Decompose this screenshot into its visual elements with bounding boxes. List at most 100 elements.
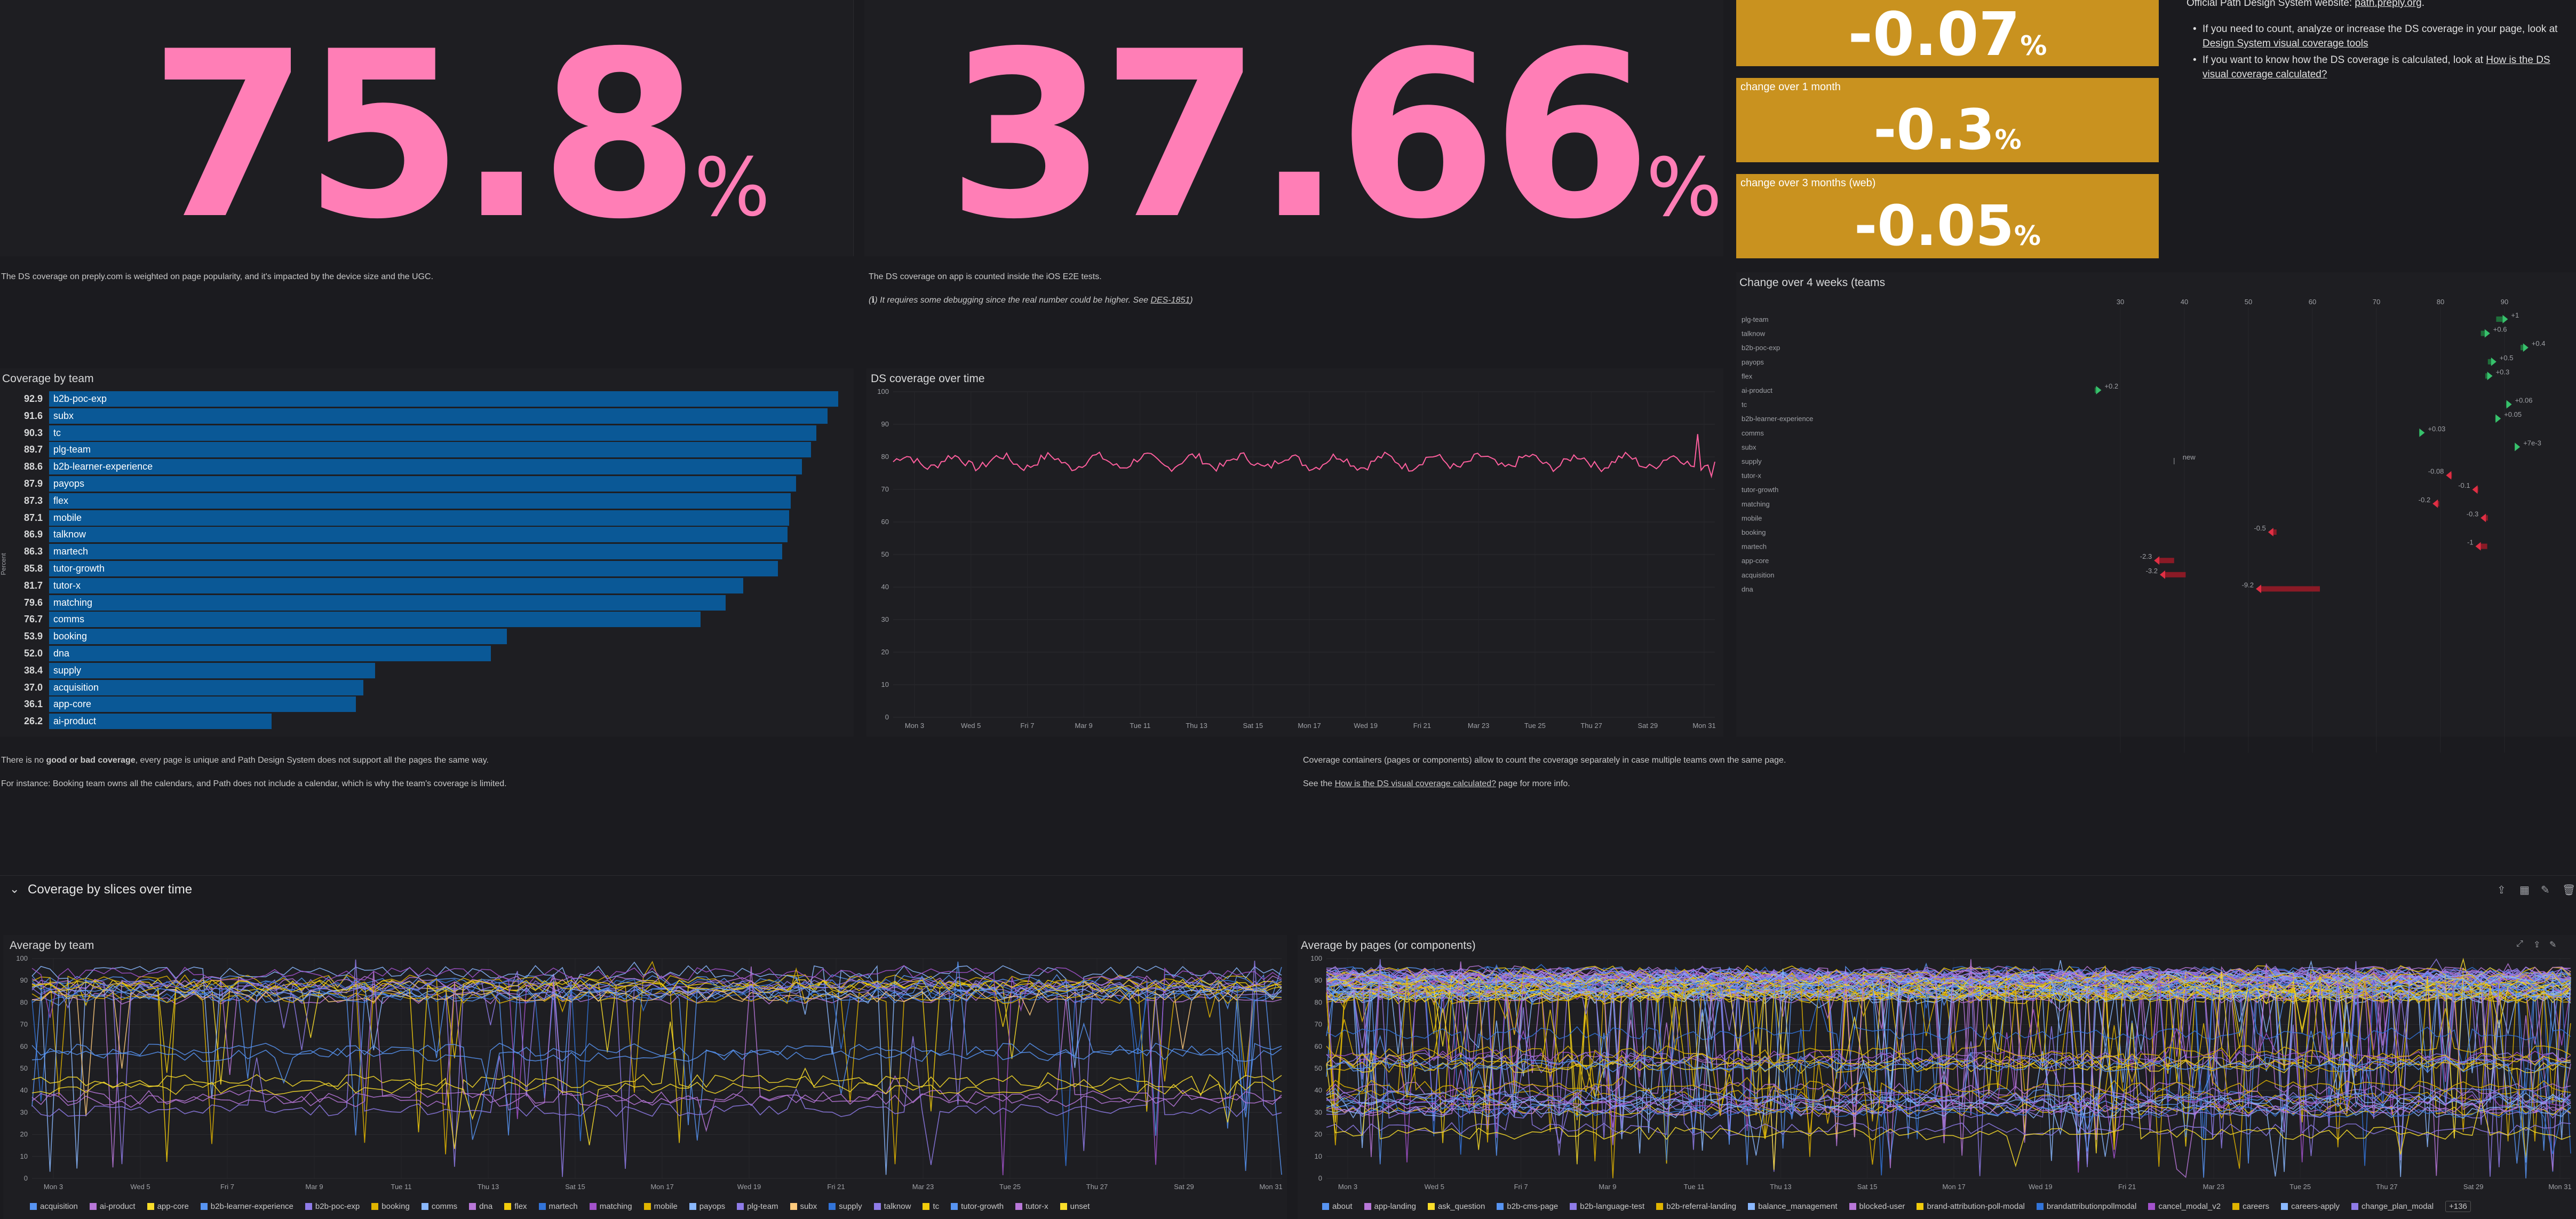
legend-item[interactable]: change_plan_modal bbox=[2351, 1202, 2434, 1211]
legend-item[interactable]: booking bbox=[371, 1202, 410, 1211]
legend-item[interactable]: matching bbox=[589, 1202, 632, 1211]
legend-item[interactable]: tutor-x bbox=[1015, 1202, 1048, 1211]
legend-item[interactable]: tutor-growth bbox=[951, 1202, 1004, 1211]
legend-item[interactable]: cancel_modal_v2 bbox=[2148, 1202, 2221, 1211]
x-tick-label: Sat 15 bbox=[1857, 1183, 1878, 1191]
legend-item[interactable]: unset bbox=[1060, 1202, 1090, 1211]
team-bar-row[interactable]: 53.9 booking bbox=[0, 628, 854, 645]
team-bar-row[interactable]: 79.6 matching bbox=[0, 595, 854, 611]
des-1851-link[interactable]: DES-1851 bbox=[1150, 296, 1190, 305]
legend-label: comms bbox=[431, 1202, 458, 1211]
share-icon-2[interactable]: ⇪ bbox=[2533, 940, 2541, 949]
legend-item[interactable]: talknow bbox=[873, 1202, 911, 1211]
change-value-label: +0.3 bbox=[2496, 368, 2510, 376]
legend-item[interactable]: b2b-learner-experience bbox=[200, 1202, 293, 1211]
section-title: Coverage by slices over time bbox=[28, 882, 193, 897]
change-box-week: -0.07% bbox=[1736, 0, 2159, 66]
expand-icon[interactable]: ⤢ bbox=[2516, 939, 2523, 948]
see-calculated-link[interactable]: How is the DS visual coverage calculated… bbox=[1334, 779, 1496, 788]
legend-swatch bbox=[2351, 1203, 2358, 1210]
legend-swatch bbox=[538, 1203, 546, 1210]
change-team-label: acquisition bbox=[1742, 571, 1774, 579]
legend-item[interactable]: balance_management bbox=[1748, 1202, 1838, 1211]
legend-item[interactable]: ai-product bbox=[89, 1202, 136, 1211]
team-bar-row[interactable]: 87.1 mobile bbox=[0, 510, 854, 526]
section-row[interactable]: ⌄ Coverage by slices over time ⇪ ▦ ✎ 🗑 bbox=[0, 875, 2576, 906]
team-bar-row[interactable]: 85.8 tutor-growth bbox=[0, 560, 854, 576]
series-line bbox=[31, 966, 1282, 1108]
legend-item[interactable]: acquisition bbox=[30, 1202, 78, 1211]
app-coverage-unit: % bbox=[1646, 141, 1722, 234]
grid-icon[interactable]: ▦ bbox=[2519, 884, 2530, 896]
x-tick-label: Thu 13 bbox=[1770, 1183, 1791, 1191]
team-bar-row[interactable]: 86.3 martech bbox=[0, 543, 854, 560]
team-bar-row[interactable]: 81.7 tutor-x bbox=[0, 577, 854, 593]
change-team-label: tutor-x bbox=[1742, 472, 1761, 480]
edit-icon-2[interactable]: ✎ bbox=[2549, 940, 2557, 949]
x-tick-label: 30 bbox=[2117, 298, 2124, 306]
legend-swatch bbox=[923, 1203, 930, 1210]
team-bar-row[interactable]: 87.9 payops bbox=[0, 476, 854, 492]
share-icon[interactable]: ⇪ bbox=[2497, 884, 2506, 896]
legend-item[interactable]: comms bbox=[421, 1202, 458, 1211]
legend-swatch bbox=[737, 1203, 744, 1210]
team-bar-label: tutor-growth bbox=[53, 563, 105, 574]
y-tick-label: 40 bbox=[20, 1086, 28, 1094]
trash-icon[interactable]: 🗑 bbox=[2562, 884, 2576, 896]
team-bar-row[interactable]: 52.0 dna bbox=[0, 645, 854, 661]
series-line bbox=[1326, 979, 2571, 1145]
series-line bbox=[1326, 971, 2571, 1177]
series-line bbox=[1326, 1028, 2571, 1154]
legend-item[interactable]: payops bbox=[689, 1202, 725, 1211]
series-line bbox=[31, 1067, 1282, 1145]
team-bar-value: 38.4 bbox=[23, 664, 43, 676]
team-bar-row[interactable]: 26.2 ai-product bbox=[0, 713, 854, 730]
legend-item[interactable]: b2b-language-test bbox=[1570, 1202, 1644, 1211]
legend-item[interactable]: dna bbox=[469, 1202, 492, 1211]
legend-item[interactable]: supply bbox=[829, 1202, 862, 1211]
team-bar-row[interactable]: 87.3 flex bbox=[0, 493, 854, 509]
avg-team-legend: acquisition ai-product app-core b2b-learner… bbox=[30, 1202, 1101, 1211]
edit-icon[interactable]: ✎ bbox=[2541, 884, 2550, 896]
legend-item[interactable]: ask_question bbox=[1427, 1202, 1485, 1211]
legend-item[interactable]: app-core bbox=[147, 1202, 189, 1211]
legend-item[interactable]: b2b-referral-landing bbox=[1656, 1202, 1736, 1211]
legend-item[interactable]: plg-team bbox=[737, 1202, 778, 1211]
team-bar-row[interactable]: 76.7 comms bbox=[0, 611, 854, 628]
team-bar-row[interactable]: 86.9 talknow bbox=[0, 526, 854, 543]
legend-item[interactable]: mobile bbox=[643, 1202, 678, 1211]
path-site-link[interactable]: path.preply.org bbox=[2355, 0, 2422, 9]
legend-item[interactable]: blocked-user bbox=[1849, 1202, 1905, 1211]
legend-item[interactable]: martech bbox=[538, 1202, 578, 1211]
team-bar-row[interactable]: 36.1 app-core bbox=[0, 696, 854, 713]
legend-item[interactable]: app-landing bbox=[1364, 1202, 1416, 1211]
chevron-down-icon[interactable]: ⌄ bbox=[10, 882, 20, 896]
team-bar-row[interactable]: 37.0 acquisition bbox=[0, 679, 854, 695]
legend-more-badge[interactable]: +136 bbox=[2445, 1201, 2471, 1212]
y-tick-label: 30 bbox=[881, 615, 889, 623]
x-tick-label: Fri 21 bbox=[827, 1183, 845, 1191]
team-bar-row[interactable]: 88.6 b2b-learner-experience bbox=[0, 458, 854, 475]
team-bar-row[interactable]: 91.6 subx bbox=[0, 408, 854, 424]
coverage-tools-link[interactable]: Design System visual coverage tools bbox=[2203, 38, 2368, 49]
legend-item[interactable]: brand-attribution-poll-modal bbox=[1917, 1202, 2025, 1211]
legend-item[interactable]: brandattributionpollmodal bbox=[2036, 1202, 2136, 1211]
legend-item[interactable]: careers bbox=[2232, 1202, 2269, 1211]
change-bar bbox=[2480, 330, 2485, 336]
team-bar-row[interactable]: 38.4 supply bbox=[0, 662, 854, 678]
legend-item[interactable]: subx bbox=[790, 1202, 817, 1211]
how-calculated-link[interactable]: How is the DS visual coverage calculated… bbox=[2203, 54, 2550, 80]
legend-item[interactable]: careers-apply bbox=[2281, 1202, 2340, 1211]
legend-item[interactable]: b2b-poc-exp bbox=[305, 1202, 360, 1211]
legend-swatch bbox=[790, 1203, 797, 1210]
team-bar bbox=[49, 714, 272, 730]
legend-item[interactable]: about bbox=[1322, 1202, 1353, 1211]
legend-swatch bbox=[1656, 1203, 1664, 1210]
legend-item[interactable]: b2b-cms-page bbox=[1497, 1202, 1558, 1211]
team-bar-label: subx bbox=[53, 410, 74, 421]
team-bar-row[interactable]: 92.9 b2b-poc-exp bbox=[0, 391, 854, 407]
legend-item[interactable]: flex bbox=[504, 1202, 527, 1211]
legend-item[interactable]: tc bbox=[923, 1202, 939, 1211]
team-bar-row[interactable]: 89.7 plg-team bbox=[0, 441, 854, 458]
team-bar-row[interactable]: 90.3 tc bbox=[0, 425, 854, 441]
